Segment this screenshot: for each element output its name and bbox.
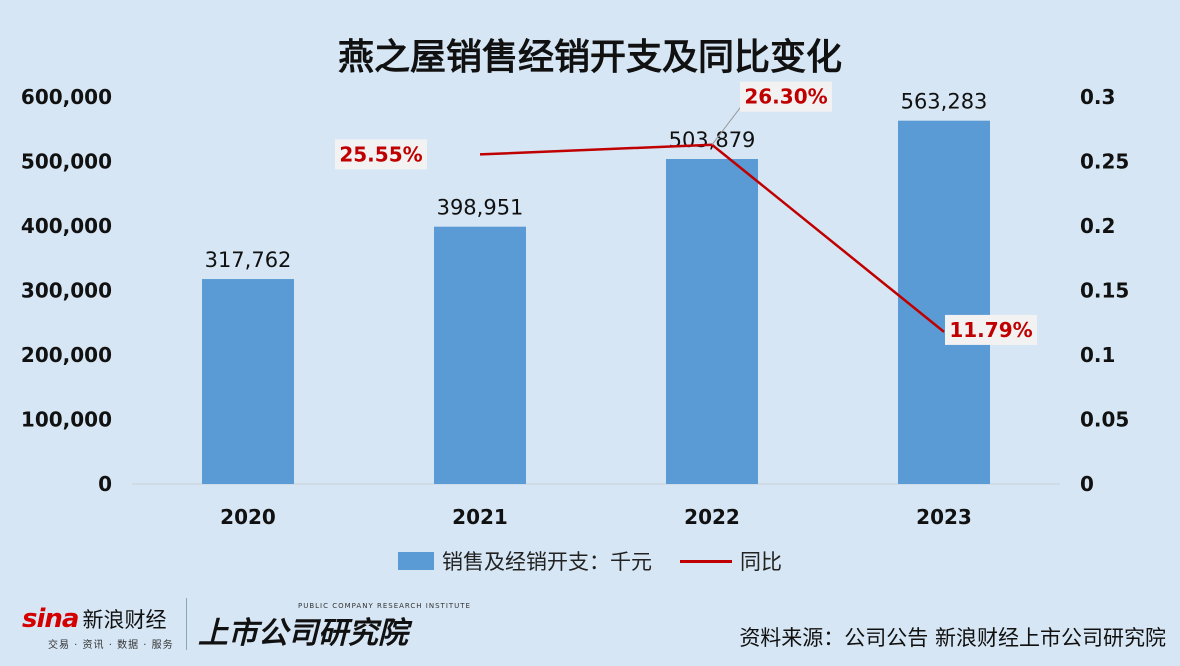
bar-value-label: 317,762	[205, 248, 292, 272]
y-left-tick-label: 300,000	[21, 279, 112, 303]
bar-value-label: 398,951	[437, 196, 524, 220]
legend-item-line: 同比	[680, 546, 782, 576]
y-right-tick-label: 0.15	[1080, 279, 1129, 303]
y-right-tick-label: 0.05	[1080, 408, 1129, 432]
x-tick-label: 2021	[452, 505, 508, 529]
yoy-label-box	[335, 139, 427, 170]
y-left-tick-label: 0	[98, 472, 112, 496]
bar-2020	[202, 279, 294, 484]
y-left-tick-label: 100,000	[21, 408, 112, 432]
legend-bar-swatch	[398, 552, 434, 570]
yoy-label-box	[740, 81, 832, 112]
sina-logo-cn: 新浪财经	[82, 608, 167, 632]
y-left-tick-label: 200,000	[21, 343, 112, 367]
chart-title: 燕之屋销售经销开支及同比变化	[337, 37, 842, 78]
y-right-tick-label: 0.25	[1080, 150, 1129, 174]
bar-value-label: 563,283	[901, 90, 988, 114]
y-left-tick-label: 600,000	[21, 85, 112, 109]
yoy-label: 25.55%	[339, 142, 422, 166]
yoy-label: 26.30%	[744, 85, 827, 109]
bar-2022	[666, 158, 758, 484]
bar-2023	[898, 120, 990, 484]
footer-divider	[186, 598, 187, 650]
yoy-label: 11.79%	[949, 318, 1032, 342]
y-right-tick-label: 0.1	[1080, 343, 1115, 367]
institute-logo: 上市公司研究院	[198, 616, 408, 651]
y-left-tick-label: 400,000	[21, 214, 112, 238]
source-text: 资料来源：公司公告 新浪财经上市公司研究院	[739, 626, 1166, 650]
bar-value-label: 503,879	[669, 128, 756, 152]
x-tick-label: 2020	[220, 505, 276, 529]
legend-line-swatch	[680, 559, 732, 563]
institute-sub: PUBLIC COMPANY RESEARCH INSTITUTE	[298, 602, 471, 610]
bar-2021	[434, 226, 526, 484]
y-right-tick-label: 0.2	[1080, 214, 1115, 238]
y-right-tick-label: 0.3	[1080, 85, 1115, 109]
yoy-leader-line	[711, 102, 745, 146]
sina-logo: sina 新浪财经 交易 · 资讯 · 数据 · 服务	[22, 604, 173, 651]
legend-item-bar: 销售及经销开支：千元	[398, 546, 652, 576]
sina-logo-word: sina	[22, 604, 79, 634]
y-left-tick-label: 500,000	[21, 150, 112, 174]
legend: 销售及经销开支：千元 同比	[0, 546, 1180, 576]
y-right-tick-label: 0	[1080, 472, 1094, 496]
legend-bar-label: 销售及经销开支：千元	[442, 550, 652, 574]
sina-logo-sub: 交易 · 资讯 · 数据 · 服务	[48, 640, 174, 651]
legend-line-label: 同比	[740, 550, 782, 574]
x-tick-label: 2023	[916, 505, 972, 529]
x-tick-label: 2022	[684, 505, 740, 529]
yoy-label-box	[945, 314, 1037, 345]
